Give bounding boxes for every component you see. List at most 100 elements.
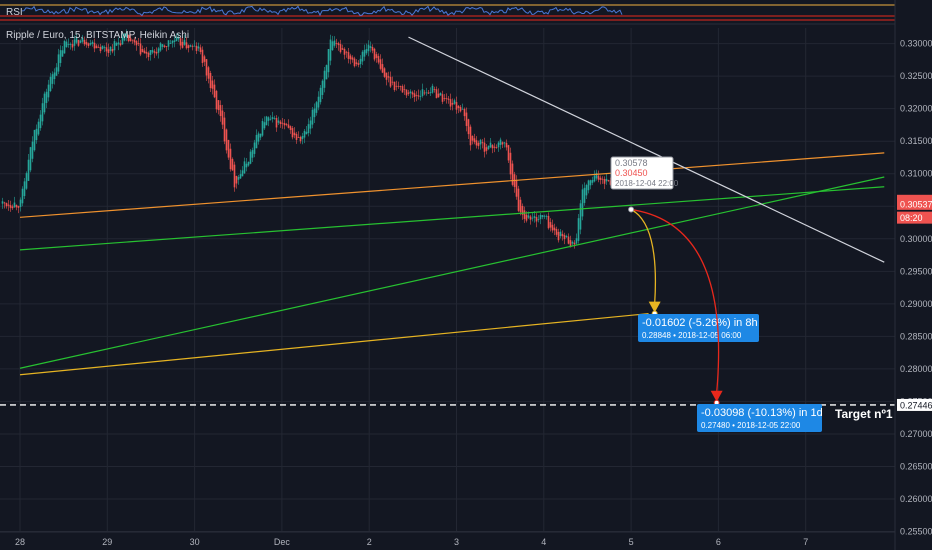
candle-body bbox=[361, 51, 364, 62]
candle-body bbox=[355, 62, 358, 65]
rsi-pane[interactable]: RSI bbox=[0, 4, 895, 25]
candle-body bbox=[35, 128, 38, 141]
grid-lines bbox=[0, 28, 895, 533]
candles bbox=[1, 29, 632, 249]
candle-body bbox=[605, 178, 608, 182]
trend-lines[interactable] bbox=[19, 36, 885, 376]
time-axis[interactable]: 28 29 30 Dec 2 3 4 5 6 7 bbox=[0, 531, 895, 547]
candle-body bbox=[521, 206, 524, 215]
candle-body bbox=[57, 54, 60, 72]
candle-body bbox=[433, 89, 436, 91]
candle-body bbox=[313, 108, 316, 118]
candle-body bbox=[155, 51, 158, 54]
candle-body bbox=[99, 46, 102, 52]
candle-body bbox=[91, 41, 94, 44]
candle-body bbox=[341, 48, 344, 50]
candle-body bbox=[529, 216, 532, 220]
candle-body bbox=[391, 81, 394, 83]
price-axis[interactable]: 0.33000 0.32500 0.32000 0.31500 0.31000 0.305… bbox=[894, 0, 932, 550]
candle-body bbox=[141, 48, 144, 53]
candle-body bbox=[335, 43, 338, 44]
candle-body bbox=[405, 89, 408, 96]
candle-body bbox=[395, 85, 398, 87]
candle-body bbox=[307, 124, 310, 134]
candle-body bbox=[543, 215, 546, 217]
candle-body bbox=[533, 216, 536, 218]
candle-body bbox=[399, 86, 402, 87]
candle-body bbox=[213, 84, 216, 98]
candle-body bbox=[535, 217, 538, 222]
candle-body bbox=[115, 43, 118, 46]
candle-body bbox=[275, 117, 278, 128]
price-axis-label-box bbox=[897, 197, 932, 210]
candle-body bbox=[587, 180, 590, 191]
candle-body bbox=[305, 131, 308, 135]
candle-body bbox=[345, 51, 348, 53]
candle-body bbox=[389, 76, 392, 87]
trend-line-green_lower[interactable] bbox=[19, 176, 885, 369]
candle-body bbox=[349, 55, 352, 60]
candle-body bbox=[133, 39, 136, 43]
candle-body bbox=[109, 46, 112, 52]
candle-body bbox=[73, 39, 76, 46]
time-tick-label: 6 bbox=[716, 537, 721, 547]
candle-body bbox=[495, 147, 498, 149]
price-axis-label-box bbox=[897, 398, 932, 411]
rsi-line bbox=[21, 5, 623, 17]
candle-body bbox=[3, 202, 6, 204]
candle-body bbox=[449, 99, 452, 107]
candle-body bbox=[575, 238, 578, 244]
candle-body bbox=[563, 235, 566, 240]
candle-body bbox=[165, 46, 168, 48]
candle-body bbox=[281, 122, 284, 124]
candle-body bbox=[103, 47, 106, 48]
projection-start-dot bbox=[628, 206, 635, 213]
candle-body bbox=[215, 90, 218, 110]
candle-body bbox=[183, 39, 186, 45]
candle-body bbox=[415, 95, 418, 96]
candle-body bbox=[607, 180, 610, 181]
candle-body bbox=[151, 50, 154, 53]
projection-label-box[interactable] bbox=[638, 314, 759, 342]
price-tick-label: 0.29500 bbox=[900, 266, 932, 276]
candle-body bbox=[47, 84, 50, 98]
candle-body bbox=[417, 95, 420, 97]
candle-body bbox=[51, 74, 54, 84]
candle-body bbox=[505, 142, 508, 148]
candle-body bbox=[381, 64, 384, 73]
price-tick-label: 0.27000 bbox=[900, 429, 932, 439]
candle-body bbox=[383, 68, 386, 77]
candle-body bbox=[531, 217, 534, 219]
tooltip-line-2: 0.30450 bbox=[615, 168, 648, 178]
price-axis-label-box bbox=[897, 211, 932, 224]
candle-body bbox=[131, 39, 134, 41]
candle-body bbox=[557, 231, 560, 241]
candle-body bbox=[489, 142, 492, 148]
trend-line-orange[interactable] bbox=[19, 152, 885, 218]
candle-body bbox=[569, 240, 572, 248]
projections[interactable]: -0.01602 (-5.26%) in 8h 0.28848 • 2018-12… bbox=[628, 206, 823, 432]
trend-line-white[interactable] bbox=[408, 36, 885, 263]
candle-body bbox=[171, 40, 174, 44]
candle-body bbox=[249, 151, 252, 164]
trend-line-green_upper[interactable] bbox=[19, 186, 885, 251]
projection-label-box[interactable] bbox=[697, 404, 822, 432]
candle-body bbox=[315, 102, 318, 113]
candle-body bbox=[431, 85, 434, 93]
candle-body bbox=[203, 56, 206, 62]
candle-body bbox=[525, 214, 528, 221]
time-tick-label: 30 bbox=[190, 537, 200, 547]
projection-curve bbox=[630, 208, 657, 304]
candle-body bbox=[21, 188, 24, 204]
candle-body bbox=[211, 80, 214, 89]
candle-body bbox=[49, 76, 52, 92]
candle-body bbox=[285, 124, 288, 125]
candle-body bbox=[365, 49, 368, 54]
candle-body bbox=[205, 59, 208, 76]
candle-body bbox=[319, 87, 322, 103]
candle-body bbox=[63, 40, 66, 54]
trend-line-yellow[interactable] bbox=[19, 313, 649, 376]
candle-body bbox=[181, 41, 184, 48]
candle-body bbox=[471, 135, 474, 141]
